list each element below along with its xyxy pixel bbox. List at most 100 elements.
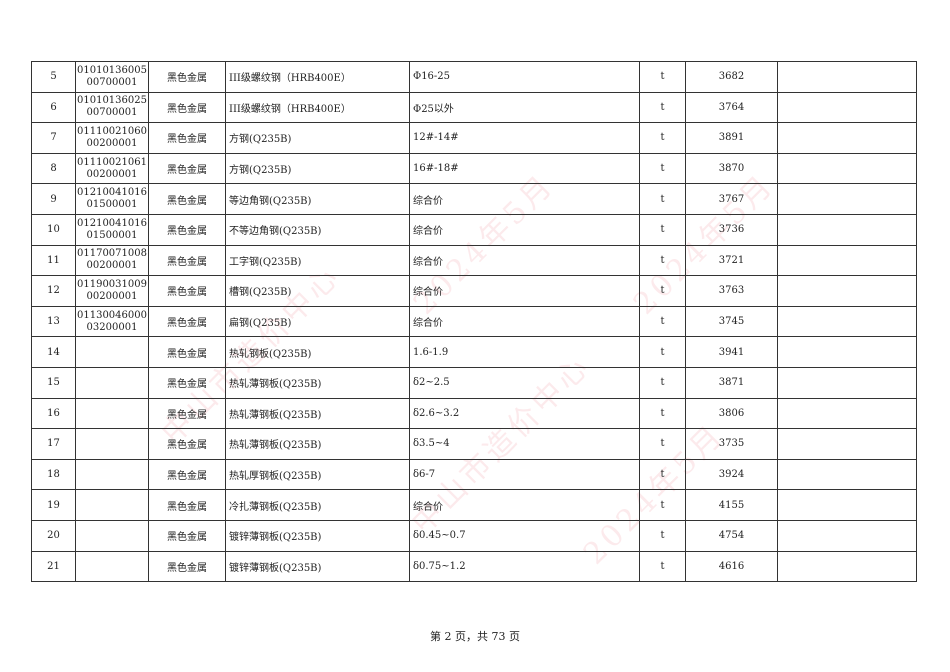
table-row: 13 01130046000 03200001 黑色金属 扁钢(Q235B) 综合价 t 37…: [31, 305, 917, 338]
table-row: 21 黑色金属 镀锌薄钢板(Q235B) δ0.75~1.2 t 4616: [31, 550, 917, 583]
item-code: [75, 519, 149, 552]
material-name: 热轧薄钢板(Q235B): [225, 397, 410, 430]
row-number: 5: [31, 61, 76, 93]
specification: Φ16-25: [409, 61, 640, 93]
item-code-line: 00200001: [86, 168, 138, 180]
unit: t: [639, 152, 686, 185]
unit: t: [639, 244, 686, 277]
remark: [777, 61, 917, 93]
specification: 12#-14#: [409, 122, 640, 154]
item-code: [75, 550, 149, 583]
category: 黑色金属: [148, 213, 226, 246]
specification: 综合价: [409, 275, 640, 307]
specification: 综合价: [409, 213, 640, 246]
unit: t: [639, 458, 686, 491]
row-number: 16: [31, 397, 76, 430]
table-row: 8 01110021061 00200001 黑色金属 方钢(Q235B) 16#-18#…: [31, 152, 917, 185]
remark: [777, 244, 917, 277]
category: 黑色金属: [148, 428, 226, 460]
item-code: [75, 458, 149, 491]
price-table: 5 01010136005 00700001 黑色金属 III级螺纹钢（HRB400E）…: [31, 61, 917, 583]
unit: t: [639, 428, 686, 460]
material-name: 方钢(Q235B): [225, 122, 410, 154]
material-name: 冷扎薄钢板(Q235B): [225, 489, 410, 521]
row-number: 19: [31, 489, 76, 521]
item-code: [75, 489, 149, 521]
row-number: 18: [31, 458, 76, 491]
item-code-line: 01130046000: [77, 309, 147, 321]
specification: 综合价: [409, 489, 640, 521]
row-number: 9: [31, 183, 76, 215]
unit: t: [639, 183, 686, 215]
category: 黑色金属: [148, 275, 226, 307]
remark: [777, 489, 917, 521]
material-name: 镀锌薄钢板(Q235B): [225, 519, 410, 552]
category: 黑色金属: [148, 305, 226, 338]
material-name: 槽钢(Q235B): [225, 275, 410, 307]
item-code: 01010136005 00700001: [75, 61, 149, 93]
row-number: 10: [31, 213, 76, 246]
material-name: 不等边角钢(Q235B): [225, 213, 410, 246]
material-name: 等边角钢(Q235B): [225, 183, 410, 215]
row-number: 7: [31, 122, 76, 154]
row-number: 6: [31, 91, 76, 124]
item-code: 01010136025 00700001: [75, 91, 149, 124]
category: 黑色金属: [148, 122, 226, 154]
item-code-line: 00200001: [86, 260, 138, 272]
specification: 1.6-1.9: [409, 336, 640, 368]
item-code-line: 00700001: [86, 107, 138, 119]
unit: t: [639, 336, 686, 368]
row-number: 21: [31, 550, 76, 583]
price: 3767: [685, 183, 778, 215]
unit: t: [639, 489, 686, 521]
price: 3870: [685, 152, 778, 185]
item-code: 01170071008 00200001: [75, 244, 149, 277]
table-row: 14 黑色金属 热轧钢板(Q235B) 1.6-1.9 t 3941: [31, 336, 917, 368]
remark: [777, 213, 917, 246]
category: 黑色金属: [148, 489, 226, 521]
table-row: 19 黑色金属 冷扎薄钢板(Q235B) 综合价 t 4155: [31, 489, 917, 521]
price: 3721: [685, 244, 778, 277]
specification: δ0.75~1.2: [409, 550, 640, 583]
table-row: 18 黑色金属 热轧厚钢板(Q235B) δ6-7 t 3924: [31, 458, 917, 491]
material-name: 方钢(Q235B): [225, 152, 410, 185]
specification: 16#-18#: [409, 152, 640, 185]
item-code: 01110021060 00200001: [75, 122, 149, 154]
row-number: 8: [31, 152, 76, 185]
remark: [777, 458, 917, 491]
item-code-line: 00200001: [86, 290, 138, 302]
price: 3806: [685, 397, 778, 430]
category: 黑色金属: [148, 458, 226, 491]
item-code: 01130046000 03200001: [75, 305, 149, 338]
item-code: 01210041016 01500001: [75, 183, 149, 215]
row-number: 15: [31, 366, 76, 399]
table-row: 5 01010136005 00700001 黑色金属 III级螺纹钢（HRB400E）…: [31, 61, 917, 93]
item-code-line: 01010136005: [77, 64, 147, 76]
remark: [777, 336, 917, 368]
price: 3745: [685, 305, 778, 338]
item-code: [75, 397, 149, 430]
item-code-line: 01210041016: [77, 217, 147, 229]
category: 黑色金属: [148, 550, 226, 583]
specification: δ6-7: [409, 458, 640, 491]
unit: t: [639, 91, 686, 124]
remark: [777, 305, 917, 338]
item-code-line: 01210041016: [77, 187, 147, 199]
price: 3764: [685, 91, 778, 124]
specification: δ0.45~0.7: [409, 519, 640, 552]
unit: t: [639, 122, 686, 154]
item-code-line: 01110021061: [77, 156, 147, 168]
category: 黑色金属: [148, 183, 226, 215]
unit: t: [639, 519, 686, 552]
unit: t: [639, 305, 686, 338]
category: 黑色金属: [148, 244, 226, 277]
remark: [777, 183, 917, 215]
remark: [777, 519, 917, 552]
unit: t: [639, 550, 686, 583]
row-number: 20: [31, 519, 76, 552]
remark: [777, 275, 917, 307]
price: 4155: [685, 489, 778, 521]
table-row: 15 黑色金属 热轧薄钢板(Q235B) δ2~2.5 t 3871: [31, 366, 917, 399]
item-code-line: 01010136025: [77, 95, 147, 107]
category: 黑色金属: [148, 397, 226, 430]
